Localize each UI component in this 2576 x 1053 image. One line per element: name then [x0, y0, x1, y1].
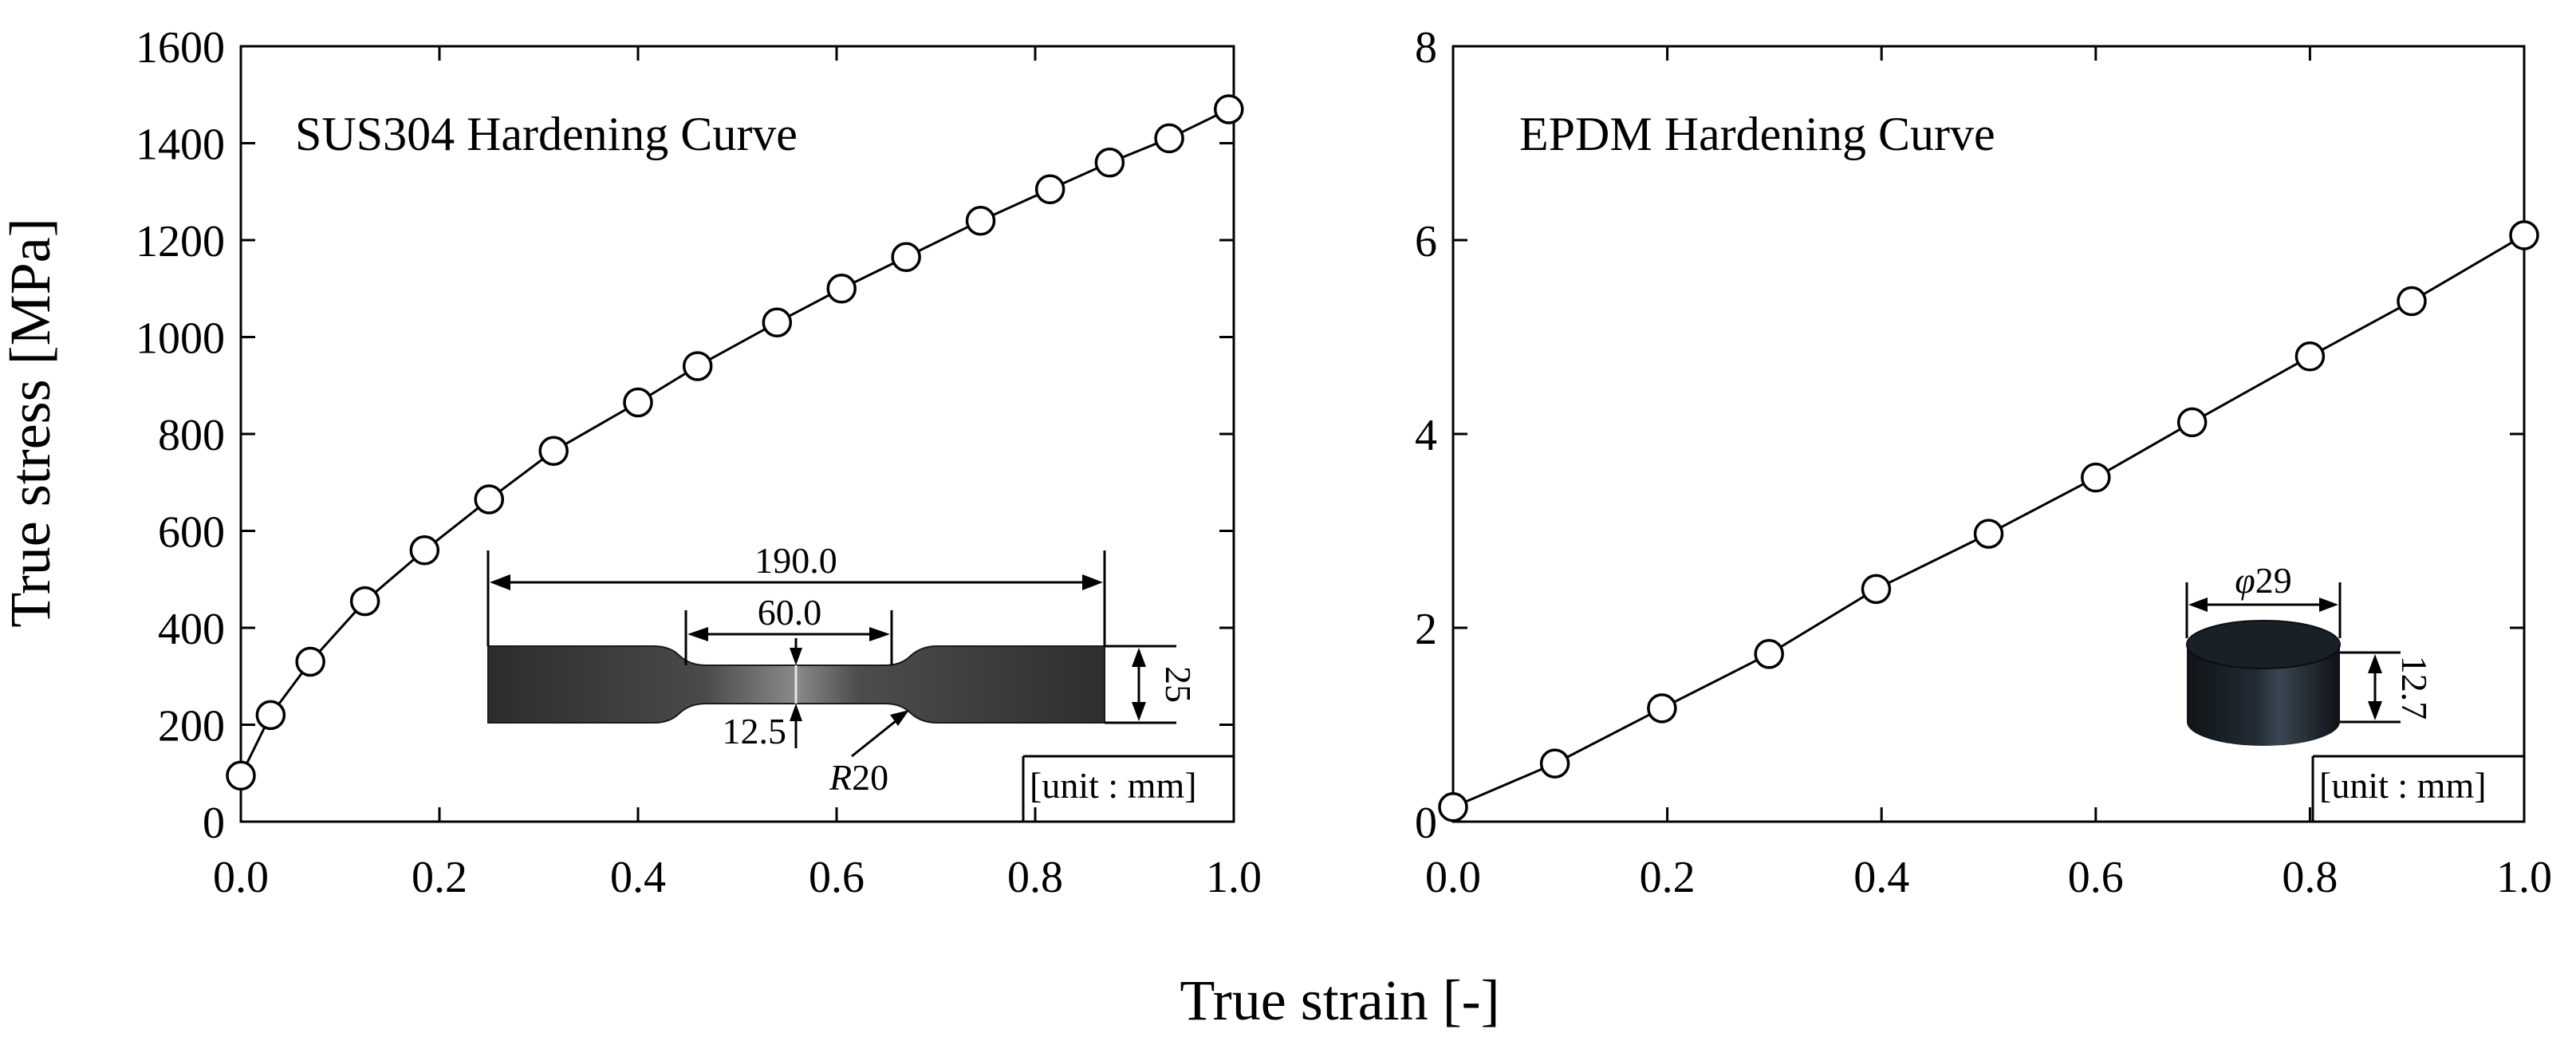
epdm-xtick-label: 0.4	[1853, 853, 1909, 902]
sus304-data-point	[1094, 148, 1125, 178]
cylinder-body	[2187, 645, 2340, 746]
diameter-arrow-right	[2319, 597, 2338, 612]
width-arrow-bottom	[1132, 702, 1146, 721]
diameter-arrow-left	[2188, 597, 2208, 612]
width-label: 25	[1158, 666, 1199, 703]
sus304-ytick-label: 800	[158, 411, 225, 460]
radius-leader-arrow	[890, 710, 909, 726]
epdm-data-point	[2294, 341, 2326, 372]
sus304-xtick-label: 0.4	[610, 853, 666, 902]
epdm-data-point	[1973, 519, 2004, 549]
radius-prefix: R	[829, 757, 852, 798]
epdm-ytick-label: 0	[1415, 799, 1437, 848]
epdm-ytick-label: 4	[1415, 411, 1437, 460]
height-label: 12.7	[2394, 656, 2435, 720]
sus304-data-point	[255, 700, 286, 731]
sus304-data-point	[826, 274, 857, 304]
gauge-length-label: 60.0	[758, 592, 822, 633]
epdm-data-point	[1754, 639, 1784, 669]
gauge-width-arrow-top	[790, 648, 802, 665]
sus304-ytick-label: 1000	[136, 314, 225, 364]
diameter-value: 29	[2255, 560, 2292, 601]
sus304-data-point	[623, 387, 653, 418]
sus304-data-point	[1034, 174, 1065, 204]
epdm-ticks: 0.0 0.2 0.4 0.6 0.8 1.0 0 2 4 6 8	[1415, 23, 2552, 902]
overall-length-label: 190.0	[754, 540, 837, 581]
width-arrow-top	[1132, 648, 1146, 667]
sus304-ytick-label: 1200	[136, 217, 225, 266]
epdm-ytick-label: 8	[1415, 23, 1437, 73]
diameter-symbol: φ	[2235, 560, 2255, 601]
sus304-xtick-label: 0.0	[213, 853, 269, 902]
x-axis-title: True strain [-]	[1180, 968, 1499, 1032]
sus304-data-point	[1214, 94, 1244, 124]
sus304-series	[226, 94, 1244, 791]
sus304-data-point	[965, 205, 996, 236]
sus304-ytick-label: 400	[158, 605, 225, 654]
sus304-data-point	[226, 760, 256, 791]
sus304-data-point	[891, 242, 921, 273]
sus304-ytick-label: 600	[158, 508, 225, 558]
epdm-ytick-label: 6	[1415, 217, 1437, 266]
sus304-title: SUS304 Hardening Curve	[295, 108, 798, 160]
radius-value: 20	[852, 757, 888, 798]
sus304-xtick-label: 0.2	[412, 853, 467, 902]
epdm-data-point	[1438, 792, 1468, 822]
sus304-panel: 0.0 0.2 0.4 0.6 0.8 1.0 0 200 400 600 800 1000 1200 1…	[136, 23, 1262, 902]
epdm-panel: 0.0 0.2 0.4 0.6 0.8 1.0 0 2 4 6 8 EPDM Hardening C…	[1415, 23, 2552, 902]
sus304-data-point	[295, 646, 325, 677]
sus304-data-point	[409, 535, 440, 566]
y-axis-title: True stress [MPa]	[0, 218, 62, 627]
gauge-width-label: 12.5	[723, 711, 787, 751]
diameter-label: φ29	[2235, 560, 2291, 601]
epdm-xtick-label: 0.8	[2282, 853, 2338, 902]
epdm-data-point	[1647, 693, 1677, 724]
sus304-ytick-label: 1400	[136, 120, 225, 170]
sus304-ytick-label: 0	[203, 799, 225, 848]
sus304-ticks: 0.0 0.2 0.4 0.6 0.8 1.0 0 200 400 600 800 1000 1200 1…	[136, 23, 1262, 902]
epdm-data-point	[2176, 407, 2208, 438]
height-arrow-bottom	[2368, 701, 2382, 720]
epdm-xtick-label: 1.0	[2496, 853, 2552, 902]
sus304-data-point	[682, 351, 713, 381]
sus304-data-point	[762, 307, 793, 338]
sus304-data-point	[349, 586, 380, 617]
epdm-ytick-label: 2	[1415, 605, 1437, 654]
sus304-data-point	[474, 484, 504, 515]
epdm-data-point	[2509, 220, 2539, 250]
sus304-ytick-label: 200	[158, 702, 225, 751]
radius-leader-line	[851, 716, 900, 758]
sus304-data-point	[1154, 123, 1184, 154]
sus304-ytick-label: 1600	[136, 23, 225, 73]
epdm-title: EPDM Hardening Curve	[1519, 108, 1995, 160]
gauge-width-arrow-bottom	[790, 704, 802, 721]
epdm-plot-frame	[1451, 45, 2526, 823]
sus304-xtick-label: 0.8	[1007, 853, 1063, 902]
epdm-data-point	[1539, 748, 1570, 779]
overall-length-arrow-right	[1082, 574, 1103, 590]
epdm-series	[1438, 220, 2539, 822]
epdm-xtick-label: 0.2	[1640, 853, 1696, 902]
dogbone-specimen-inset: 190.0 60.0 25 12.5 R20	[486, 540, 1234, 822]
sus304-unit-label: [unit : mm]	[1030, 765, 1197, 806]
epdm-xtick-label: 0.0	[1425, 853, 1481, 902]
gauge-length-arrow-left	[687, 627, 708, 641]
epdm-data-point	[2397, 286, 2427, 317]
cylinder-specimen-inset: φ29 12.7 [unit : mm]	[2185, 560, 2524, 822]
epdm-unit-label: [unit : mm]	[2319, 765, 2487, 806]
sus304-data-point	[538, 436, 569, 467]
cylinder-top-face	[2186, 620, 2341, 669]
radius-label: R20	[829, 757, 888, 798]
epdm-data-point	[2081, 462, 2111, 493]
overall-length-arrow-left	[490, 574, 510, 590]
epdm-data-point	[1861, 574, 1892, 605]
sus304-xtick-label: 1.0	[1206, 853, 1262, 902]
gauge-length-arrow-right	[869, 627, 890, 641]
sus304-xtick-label: 0.6	[809, 853, 865, 902]
height-arrow-top	[2368, 654, 2382, 673]
epdm-xtick-label: 0.6	[2068, 853, 2124, 902]
